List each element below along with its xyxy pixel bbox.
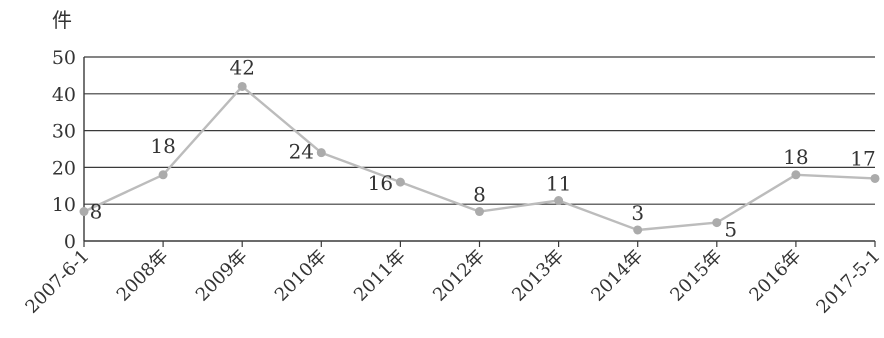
x-tick-label: 2009年 <box>192 246 252 306</box>
y-tick-label: 40 <box>52 84 76 106</box>
x-tick-label: 2010年 <box>271 246 331 306</box>
x-tick-label: 2016年 <box>745 246 805 306</box>
gridlines <box>84 56 875 205</box>
data-label: 8 <box>90 200 103 224</box>
y-tick-label: 0 <box>64 231 76 253</box>
data-point <box>791 170 801 180</box>
x-tick-label: 2013年 <box>508 246 568 306</box>
data-label: 16 <box>368 171 393 195</box>
data-labels: 8 18 42 24 16 8 11 3 5 18 17 <box>90 55 876 241</box>
data-point <box>633 225 643 235</box>
y-axis-ticks: 0 10 20 30 40 50 <box>52 47 76 253</box>
x-tick-label: 2017-5-1 <box>812 246 884 318</box>
data-point <box>316 148 326 158</box>
data-label: 18 <box>150 134 175 158</box>
data-point <box>870 173 880 183</box>
data-point <box>475 207 484 217</box>
data-label: 8 <box>473 183 486 207</box>
data-label: 24 <box>289 140 314 164</box>
x-tick-label: 2008年 <box>113 246 173 306</box>
y-tick-label: 10 <box>52 194 76 216</box>
data-point <box>395 177 405 187</box>
x-tick-label: 2011年 <box>350 246 410 306</box>
data-label: 3 <box>631 201 644 225</box>
y-tick-label: 30 <box>52 121 76 143</box>
x-tick-label: 2007-6-1 <box>21 246 93 318</box>
data-label: 5 <box>724 218 737 242</box>
y-tick-label: 20 <box>52 157 76 179</box>
data-point <box>237 81 247 91</box>
data-point <box>79 207 89 217</box>
x-axis: 2007-6-1 2008年 2009年 2010年 2011年 2012年 2013年 20… <box>21 57 884 318</box>
series-line <box>79 81 880 235</box>
data-label: 17 <box>850 146 875 170</box>
data-point <box>712 218 722 228</box>
data-label: 18 <box>783 145 808 169</box>
data-label: 42 <box>229 55 254 79</box>
x-tick-label: 2012年 <box>429 246 489 306</box>
y-unit-label: 件 <box>52 8 72 32</box>
x-tick-label: 2015年 <box>666 246 726 306</box>
data-point <box>158 170 168 180</box>
data-point <box>554 196 564 206</box>
x-tick-label: 2014年 <box>587 246 647 306</box>
y-tick-label: 50 <box>52 47 76 69</box>
data-label: 11 <box>546 172 571 196</box>
